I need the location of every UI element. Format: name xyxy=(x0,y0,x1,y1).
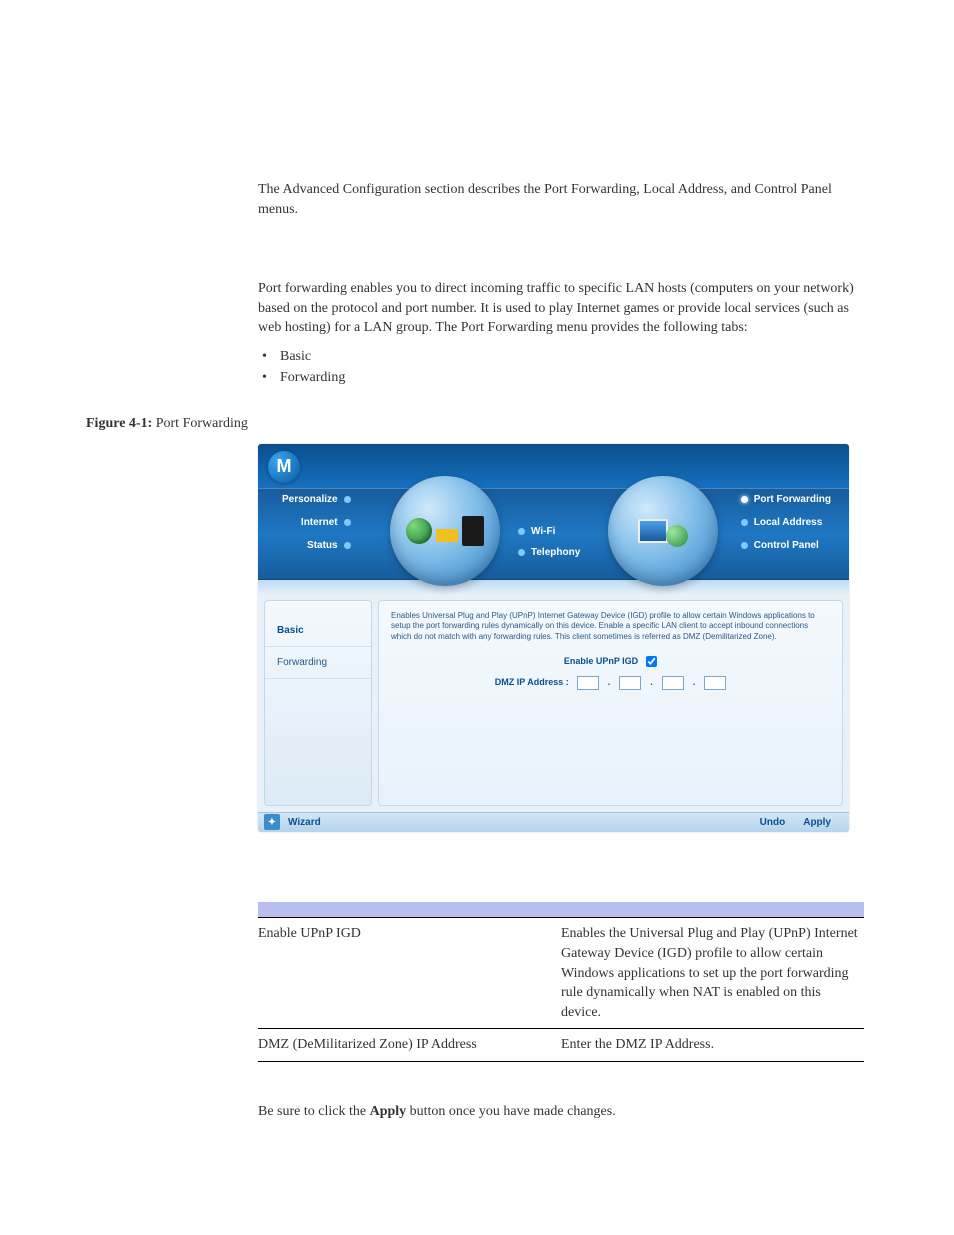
table-header-row xyxy=(258,902,864,918)
right-nav: Port Forwarding Local Address Control Pa… xyxy=(741,494,831,563)
dmz-ip-octet-3[interactable] xyxy=(662,676,684,690)
apply-note-pre: Be sure to click the xyxy=(258,1104,370,1119)
dmz-ip-octet-2[interactable] xyxy=(619,676,641,690)
left-nav: Personalize Internet Status xyxy=(282,494,351,563)
dot-icon xyxy=(344,496,351,503)
table-row: DMZ (DeMilitarized Zone) IP Address Ente… xyxy=(258,1029,864,1062)
nav-wifi[interactable]: Wi-Fi xyxy=(518,526,580,537)
motorola-logo-icon: M xyxy=(268,451,300,483)
nav-internet[interactable]: Internet xyxy=(282,517,351,528)
field-name: Enable UPnP IGD xyxy=(258,918,561,1029)
nav-control-panel[interactable]: Control Panel xyxy=(741,540,831,551)
figure-number: Figure 4-1: xyxy=(86,416,152,431)
apply-note-post: button once you have made changes. xyxy=(406,1104,616,1119)
port-forwarding-paragraph: Port forwarding enables you to direct in… xyxy=(258,279,864,338)
field-desc: Enables the Universal Plug and Play (UPn… xyxy=(561,918,864,1029)
figure-caption: Figure 4-1: Port Forwarding xyxy=(86,416,954,432)
dot-icon xyxy=(741,519,748,526)
enable-upnp-label: Enable UPnP IGD xyxy=(564,656,638,668)
enable-upnp-checkbox[interactable] xyxy=(646,656,657,667)
content-area: Basic Forwarding Enables Universal Plug … xyxy=(258,594,849,812)
apply-button[interactable]: Apply xyxy=(803,817,831,828)
dot-icon xyxy=(741,496,748,503)
nav-status[interactable]: Status xyxy=(282,540,351,551)
undo-button[interactable]: Undo xyxy=(760,817,786,828)
router-header: M Personalize Internet Status Wi-Fi Tele… xyxy=(258,444,849,594)
dot-icon xyxy=(518,549,525,556)
nav-personalize[interactable]: Personalize xyxy=(282,494,351,505)
table-row: Enable UPnP IGD Enables the Universal Pl… xyxy=(258,918,864,1029)
tower-icon xyxy=(462,516,484,546)
tab-bullet-list: Basic Forwarding xyxy=(258,346,864,388)
tab-basic[interactable]: Basic xyxy=(265,615,371,647)
dot-icon xyxy=(344,519,351,526)
main-panel: Enables Universal Plug and Play (UPnP) I… xyxy=(378,600,843,806)
dmz-ip-row: DMZ IP Address : . . . xyxy=(391,676,830,690)
globe-small-icon xyxy=(666,525,688,547)
orb-left-icon xyxy=(390,476,500,586)
nav-local-address[interactable]: Local Address xyxy=(741,517,831,528)
dmz-ip-label: DMZ IP Address : xyxy=(495,677,569,689)
dot-icon xyxy=(344,542,351,549)
nav-port-forwarding[interactable]: Port Forwarding xyxy=(741,494,831,505)
dot-icon xyxy=(741,542,748,549)
dmz-ip-octet-1[interactable] xyxy=(577,676,599,690)
globe-icon xyxy=(406,518,432,544)
signal-bars-icon xyxy=(436,520,458,542)
monitor-icon xyxy=(638,519,668,543)
router-ui-screenshot: M Personalize Internet Status Wi-Fi Tele… xyxy=(258,444,849,832)
apply-note-bold: Apply xyxy=(370,1104,407,1119)
dot-icon xyxy=(518,528,525,535)
figure-title: Port Forwarding xyxy=(152,416,248,431)
orb-right-icon xyxy=(608,476,718,586)
footer-bar: ✦ Wizard Undo Apply xyxy=(258,812,849,832)
wizard-icon: ✦ xyxy=(264,814,280,830)
tab-forwarding[interactable]: Forwarding xyxy=(265,647,371,679)
intro-paragraph: The Advanced Configuration section descr… xyxy=(258,180,864,219)
bullet-basic: Basic xyxy=(258,346,864,367)
wizard-button[interactable]: Wizard xyxy=(288,817,321,828)
settings-table: Enable UPnP IGD Enables the Universal Pl… xyxy=(258,902,864,1062)
side-tabs: Basic Forwarding xyxy=(264,600,372,806)
field-desc: Enter the DMZ IP Address. xyxy=(561,1029,864,1062)
enable-upnp-row: Enable UPnP IGD xyxy=(391,656,830,668)
nav-telephony[interactable]: Telephony xyxy=(518,547,580,558)
panel-description: Enables Universal Plug and Play (UPnP) I… xyxy=(391,611,830,642)
apply-note: Be sure to click the Apply button once y… xyxy=(258,1102,864,1122)
dmz-ip-octet-4[interactable] xyxy=(704,676,726,690)
center-nav: Wi-Fi Telephony xyxy=(518,526,580,568)
field-name: DMZ (DeMilitarized Zone) IP Address xyxy=(258,1029,561,1062)
bullet-forwarding: Forwarding xyxy=(258,367,864,388)
